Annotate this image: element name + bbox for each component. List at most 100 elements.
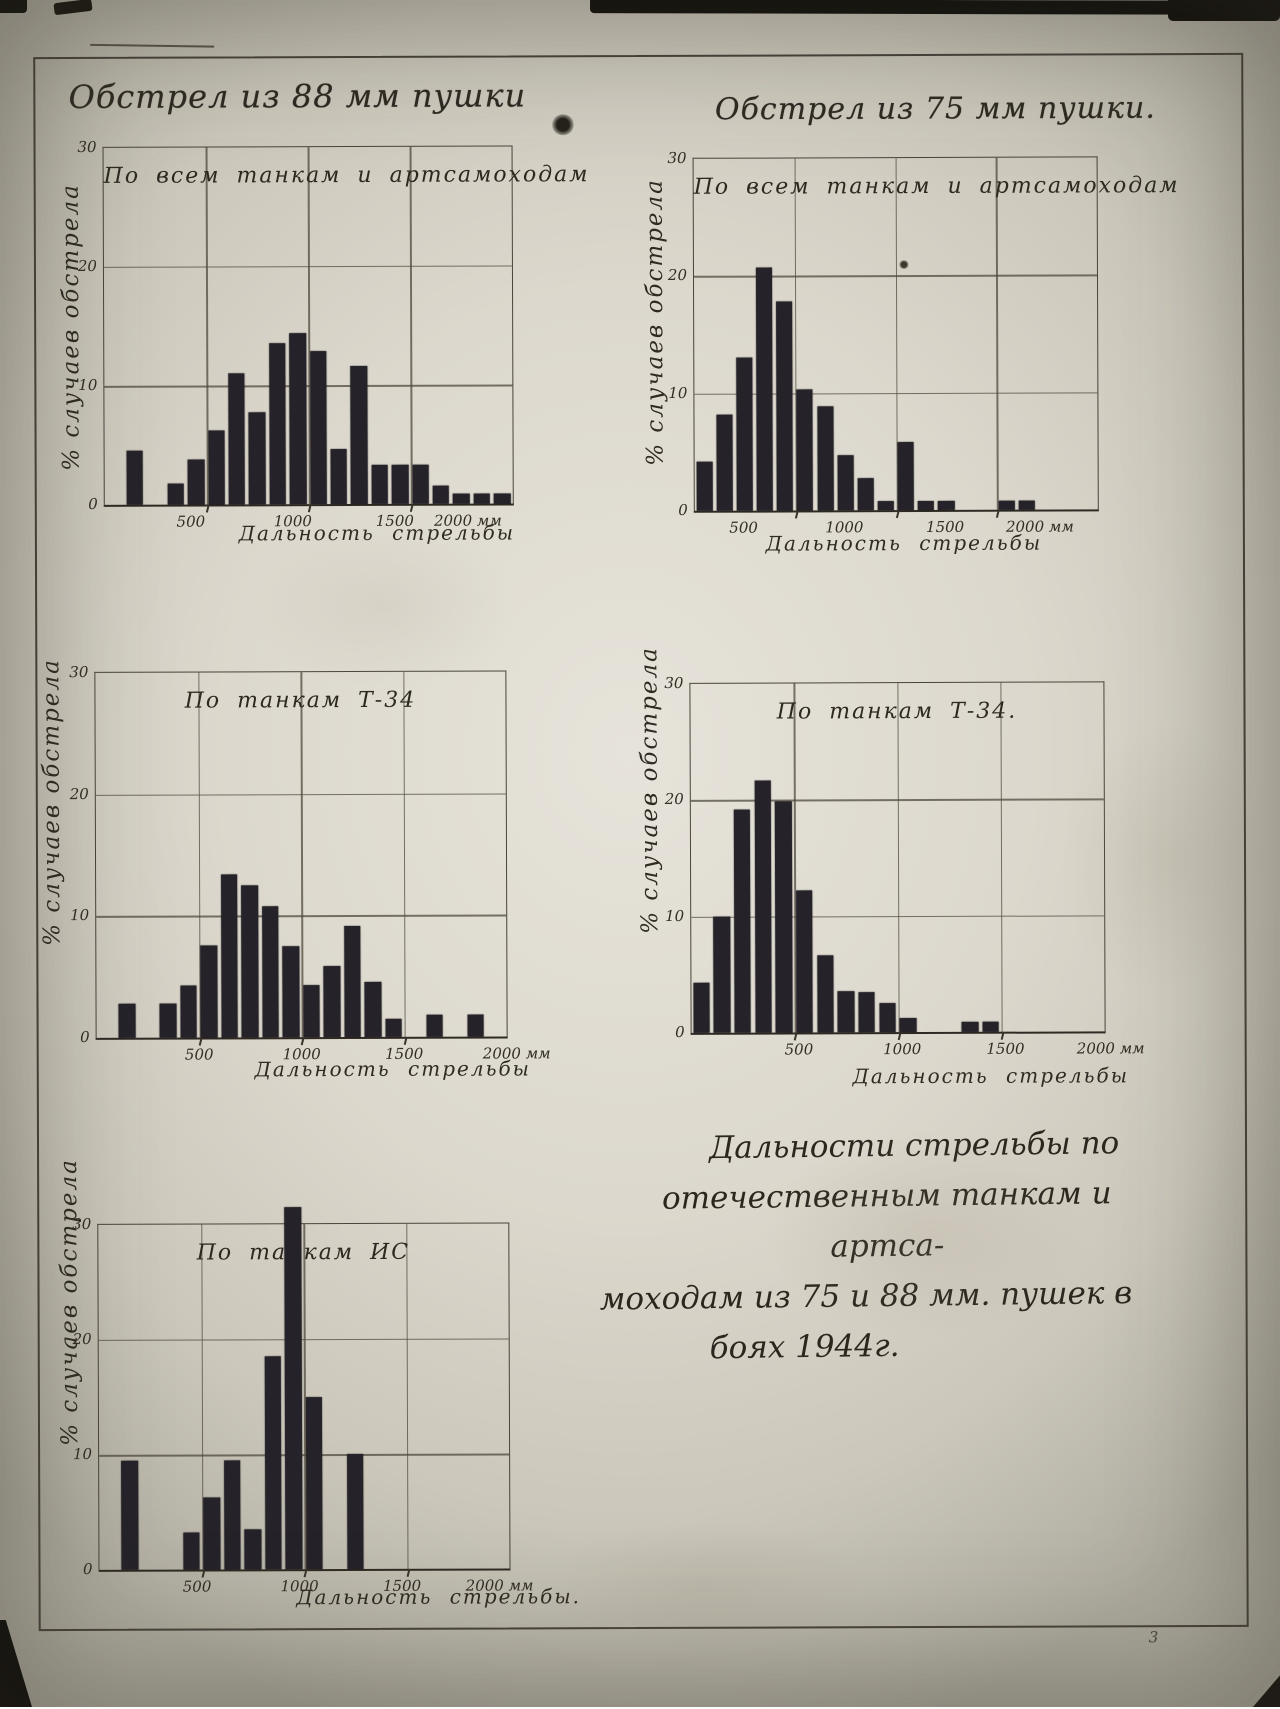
caption-line: отечественным танкам и артса- bbox=[606, 1168, 1167, 1275]
histogram-bar bbox=[797, 390, 814, 511]
y-tick-label: 10 bbox=[70, 906, 89, 924]
y-tick-label: 10 bbox=[668, 384, 687, 402]
histogram-bar bbox=[938, 501, 954, 510]
histogram-bar bbox=[426, 1015, 442, 1037]
histogram-bar bbox=[264, 1357, 281, 1570]
x-tick-label: 500 bbox=[785, 1040, 814, 1058]
histogram-bar bbox=[331, 449, 348, 504]
y-axis-label: % случаев обстрела bbox=[642, 178, 669, 466]
y-axis-label: % случаев обстрела bbox=[56, 1158, 83, 1446]
histogram-bar bbox=[241, 885, 258, 1037]
histogram-bar bbox=[898, 442, 914, 510]
histogram-bar bbox=[188, 459, 204, 504]
y-axis-label: % случаев обстрела bbox=[58, 183, 85, 471]
histogram-bar bbox=[282, 946, 299, 1037]
page-number: 3 bbox=[1149, 1628, 1159, 1646]
chart-title: По танкам Т-34. bbox=[690, 698, 1103, 724]
histogram-bar bbox=[982, 1021, 999, 1032]
histogram-bar bbox=[716, 414, 732, 510]
gridline-vertical bbox=[410, 147, 413, 504]
histogram-bar bbox=[838, 992, 855, 1033]
y-tick-label: 20 bbox=[70, 785, 89, 803]
y-tick-label: 0 bbox=[675, 1023, 685, 1041]
histogram-bar bbox=[269, 344, 286, 505]
histogram-bar bbox=[756, 268, 773, 511]
histogram-bar bbox=[837, 455, 853, 510]
gridline-vertical bbox=[897, 683, 900, 1032]
histogram-bar bbox=[796, 890, 813, 1032]
stray-pencil-line bbox=[90, 44, 214, 48]
histogram-bar bbox=[200, 945, 217, 1038]
histogram-bar bbox=[208, 431, 225, 505]
y-tick-label: 10 bbox=[665, 907, 684, 925]
histogram-bar bbox=[817, 406, 833, 510]
histogram-bar bbox=[857, 479, 873, 511]
histogram-bar bbox=[306, 1397, 323, 1570]
y-tick-label: 30 bbox=[69, 663, 88, 681]
histogram-bar bbox=[412, 464, 428, 503]
histogram-bar bbox=[776, 302, 793, 511]
histogram-bar bbox=[221, 874, 238, 1037]
chart-title: По танкам Т-34 bbox=[95, 687, 505, 713]
histogram-bar bbox=[203, 1497, 220, 1569]
histogram-bar bbox=[900, 1018, 917, 1032]
histogram-bar bbox=[817, 956, 834, 1033]
x-tick-label: 500 bbox=[183, 1578, 212, 1596]
y-tick-label: 30 bbox=[664, 674, 683, 692]
y-tick-label: 0 bbox=[83, 1560, 93, 1578]
x-axis-label: Дальность стрельбы bbox=[766, 531, 1042, 556]
chart-title: По танкам ИС bbox=[98, 1239, 508, 1265]
y-tick-label: 0 bbox=[678, 501, 688, 519]
x-axis-label: Дальность стрельбы bbox=[255, 1056, 531, 1081]
x-tick-label: 500 bbox=[176, 513, 205, 531]
scan-edge-artifact bbox=[0, 0, 27, 13]
histogram-bar bbox=[696, 461, 712, 510]
ink-blot bbox=[551, 114, 574, 135]
column-header-75mm: Обстрел из 75 мм пушки. bbox=[715, 91, 1156, 128]
x-tick-label: 500 bbox=[729, 519, 758, 537]
histogram-bar bbox=[121, 1461, 138, 1570]
histogram-bar bbox=[289, 333, 306, 504]
histogram-bar bbox=[365, 982, 382, 1037]
x-axis-label: Дальность стрельбы. bbox=[296, 1584, 581, 1609]
caption-line: боях 1944г. bbox=[524, 1319, 1085, 1376]
x-axis-label: Дальность стрельбы bbox=[239, 520, 515, 545]
histogram-bar bbox=[371, 465, 387, 504]
x-end-label: 2000 мм bbox=[1077, 1039, 1145, 1057]
histogram-bar bbox=[734, 809, 751, 1032]
histogram-bar bbox=[693, 983, 710, 1033]
histogram-bar bbox=[879, 1003, 896, 1032]
y-tick-label: 30 bbox=[77, 138, 96, 156]
histogram-bar bbox=[392, 465, 408, 504]
histogram-bar bbox=[433, 486, 449, 504]
x-tick-label: 1000 bbox=[883, 1040, 921, 1058]
histogram-bar bbox=[324, 966, 341, 1037]
y-axis-label: % случаев обстрела bbox=[38, 658, 65, 946]
histogram-bar bbox=[344, 926, 361, 1037]
histogram-bar bbox=[183, 1533, 200, 1570]
gridline-vertical bbox=[403, 672, 406, 1037]
histogram-bar bbox=[303, 985, 320, 1037]
y-tick-label: 0 bbox=[88, 495, 98, 513]
histogram-bar bbox=[474, 494, 490, 504]
histogram-bar bbox=[858, 993, 875, 1033]
x-axis-label: Дальность стрельбы bbox=[853, 1063, 1129, 1088]
histogram-bar bbox=[160, 1004, 177, 1038]
histogram-bar bbox=[262, 906, 279, 1037]
y-tick-label: 20 bbox=[668, 266, 687, 284]
histogram-bar bbox=[736, 358, 753, 511]
histogram-bar bbox=[228, 373, 245, 504]
histogram-bar bbox=[494, 494, 510, 504]
gridline-vertical bbox=[300, 672, 303, 1037]
histogram-bar bbox=[244, 1529, 261, 1569]
